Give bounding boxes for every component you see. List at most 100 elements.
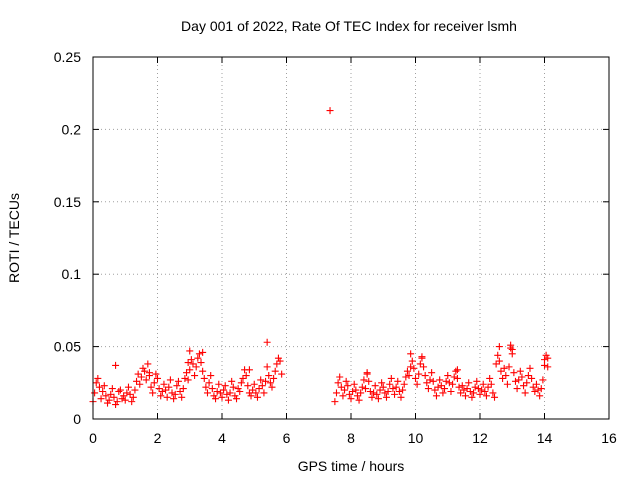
data-point [166, 376, 174, 384]
data-point [216, 389, 224, 397]
data-point [339, 392, 347, 400]
data-point [353, 392, 361, 400]
data-point [186, 366, 194, 374]
data-point [258, 382, 266, 390]
data-point [208, 385, 216, 393]
data-point [263, 338, 271, 346]
data-point [184, 376, 192, 384]
data-point [352, 386, 360, 394]
data-point [191, 372, 199, 380]
data-point [192, 363, 200, 371]
data-point [445, 379, 453, 387]
data-point [252, 389, 260, 397]
data-point [210, 392, 218, 400]
data-point [126, 390, 134, 398]
data-point [273, 360, 281, 368]
data-point [157, 392, 165, 400]
data-point [544, 363, 552, 371]
data-point [349, 387, 357, 395]
data-point [536, 392, 544, 400]
data-point [452, 367, 460, 375]
data-point [121, 396, 129, 404]
data-point [142, 376, 150, 384]
data-point [357, 389, 365, 397]
x-tick-label: 2 [154, 430, 162, 446]
data-point [453, 366, 461, 374]
data-point [136, 380, 144, 388]
data-point [100, 382, 108, 390]
data-point [179, 385, 187, 393]
x-axis-label: GPS time / hours [298, 458, 405, 474]
data-point [118, 395, 126, 403]
data-point [476, 390, 484, 398]
data-point [505, 363, 513, 371]
data-point [236, 387, 244, 395]
data-point [471, 383, 479, 391]
data-point [397, 393, 405, 401]
axis-ticks: 0 2 4 6 8 10 12 14 16 0 0.05 0.1 0.15 0.2 0.25 [54, 49, 617, 446]
data-point [97, 395, 105, 403]
data-point [173, 382, 181, 390]
chart-title: Day 001 of 2022, Rate Of TEC Index for r… [181, 18, 517, 34]
data-point [155, 385, 163, 393]
data-point [384, 387, 392, 395]
data-point [228, 377, 236, 385]
data-point [115, 387, 123, 395]
data-point [366, 387, 374, 395]
data-point [531, 387, 539, 395]
data-point [421, 372, 429, 380]
data-point [112, 401, 120, 409]
data-point [373, 390, 381, 398]
data-point [120, 392, 128, 400]
data-point [199, 367, 207, 375]
data-point [513, 385, 521, 393]
data-point [532, 380, 540, 388]
data-point [510, 369, 518, 377]
data-point [403, 367, 411, 375]
data-point [453, 374, 461, 382]
data-point [389, 385, 397, 393]
data-point [486, 374, 494, 382]
data-point [144, 360, 152, 368]
data-point [178, 393, 186, 401]
data-point [170, 395, 178, 403]
data-point [278, 370, 286, 378]
data-point [271, 367, 279, 375]
data-point [183, 369, 191, 377]
data-point [262, 377, 270, 385]
grid-lines [93, 57, 609, 419]
data-point [107, 390, 115, 398]
data-point [331, 398, 339, 406]
data-point [420, 363, 428, 371]
data-point [400, 380, 408, 388]
data-point [441, 385, 449, 393]
data-point [99, 387, 107, 395]
data-point [326, 107, 334, 115]
data-point [221, 382, 229, 390]
data-point [95, 383, 103, 391]
data-point [412, 374, 419, 382]
data-point [336, 373, 344, 381]
data-point [542, 351, 550, 359]
data-point [139, 364, 147, 372]
data-point [113, 398, 121, 406]
data-point [168, 389, 176, 397]
data-point [520, 382, 528, 390]
data-point [450, 373, 458, 381]
data-point [460, 386, 468, 394]
data-point [426, 376, 434, 384]
data-point [270, 374, 278, 382]
data-point [423, 379, 431, 387]
data-point [515, 376, 523, 384]
y-tick-label: 0.15 [54, 194, 81, 210]
data-point [160, 380, 168, 388]
data-point [381, 389, 389, 397]
data-point [268, 383, 276, 391]
data-point [203, 389, 211, 397]
data-point [244, 382, 252, 390]
data-point [415, 370, 423, 378]
data-point [257, 376, 265, 384]
data-point [184, 359, 192, 367]
data-point [334, 379, 342, 387]
